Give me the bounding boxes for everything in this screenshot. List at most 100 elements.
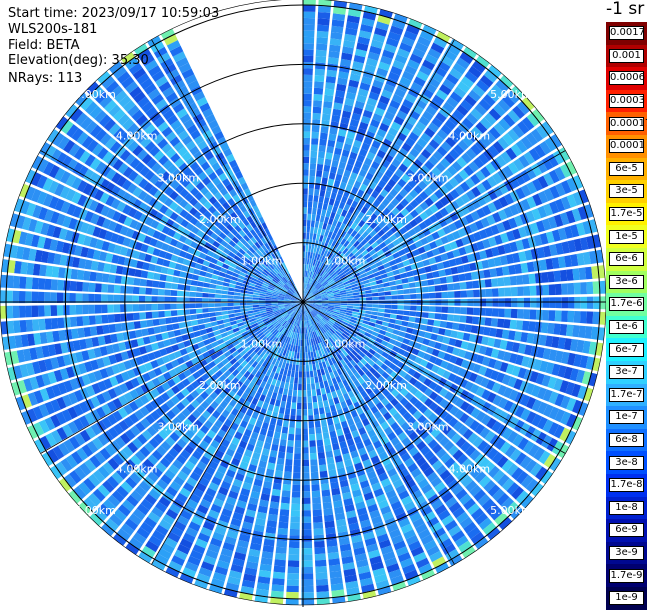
range-gate [581,297,587,309]
range-gate [324,197,330,204]
range-gate [322,114,331,121]
range-gate [328,57,339,65]
range-gate [511,309,518,318]
range-gate [160,325,167,332]
range-gate [318,12,331,19]
range-gate [265,299,271,301]
range-gate [313,113,321,120]
range-gate [365,290,372,294]
range-gate [396,315,403,320]
range-gate [165,317,172,324]
range-gate [498,309,505,318]
range-gate [271,591,284,598]
range-gate [324,381,329,388]
range-gate [273,572,285,579]
range-gate [466,281,473,289]
range-gate [391,305,398,309]
range-gate [306,233,309,240]
range-gate [228,310,235,314]
range-gate [76,316,83,326]
range-gate [329,127,337,134]
range-gate [435,292,442,298]
range-gate [101,315,108,324]
range-gate [310,233,314,240]
range-gate [325,89,335,96]
range-gate [96,273,103,282]
range-gate [198,324,205,330]
range-gate [295,434,301,441]
range-gate [303,157,309,163]
range-gate [234,292,241,296]
range-gate [303,87,312,94]
range-gate [585,326,593,339]
range-gate [328,300,334,302]
range-gate [133,278,140,286]
range-gate [409,282,416,288]
range-gate [568,283,575,295]
range-gate [347,299,353,301]
range-gate [389,281,396,286]
range-gate [276,547,287,554]
range-gate [311,383,315,390]
range-gate [223,282,230,287]
range-gate [435,285,442,291]
range-gate [323,107,332,114]
range-gate [288,554,299,561]
range-gate [541,322,548,333]
range-gate [318,376,323,383]
range-gate [316,37,328,44]
range-gate [421,280,428,286]
range-gate [270,501,280,509]
range-gate [542,310,549,321]
range-gate [325,521,335,528]
range-gate [329,45,341,53]
range-gate [315,560,327,567]
range-gate [287,573,299,580]
range-gate [328,178,335,185]
range-gate [326,451,334,458]
range-gate [387,327,394,333]
range-gate [385,291,392,295]
range-gate [395,320,402,325]
range-gate [310,371,314,378]
range-gate [447,284,454,291]
range-gate [372,297,378,300]
range-gate [371,312,378,316]
range-gate [229,284,236,288]
range-gate [303,214,307,220]
range-gate [327,140,335,148]
range-gate [328,552,340,560]
range-gate [295,441,301,448]
range-gate [306,371,310,378]
range-gate [285,408,291,415]
range-gate [365,311,372,315]
range-gate [294,453,301,460]
range-gate [402,316,409,321]
range-gate [26,277,33,289]
range-gate [114,285,121,293]
range-gate [382,278,389,283]
range-gate [235,313,242,317]
range-gate [190,309,197,314]
range-gate [158,289,165,296]
range-gate [385,296,391,300]
range-gate [275,553,286,560]
range-gate [44,305,51,316]
range-gate [271,444,278,451]
range-gate [491,278,498,287]
range-gate [562,297,568,308]
range-gate [270,418,277,425]
range-gate [398,331,405,337]
range-gate [107,305,114,313]
range-gate [96,326,104,336]
range-gate [397,290,404,295]
range-gate [323,432,330,439]
range-gate [421,318,428,324]
range-gate [83,316,90,326]
range-gate [281,497,290,504]
range-gate [467,290,474,297]
range-gate [321,388,326,395]
range-gate [377,316,384,321]
range-gate [298,346,301,353]
range-gate [276,464,284,471]
